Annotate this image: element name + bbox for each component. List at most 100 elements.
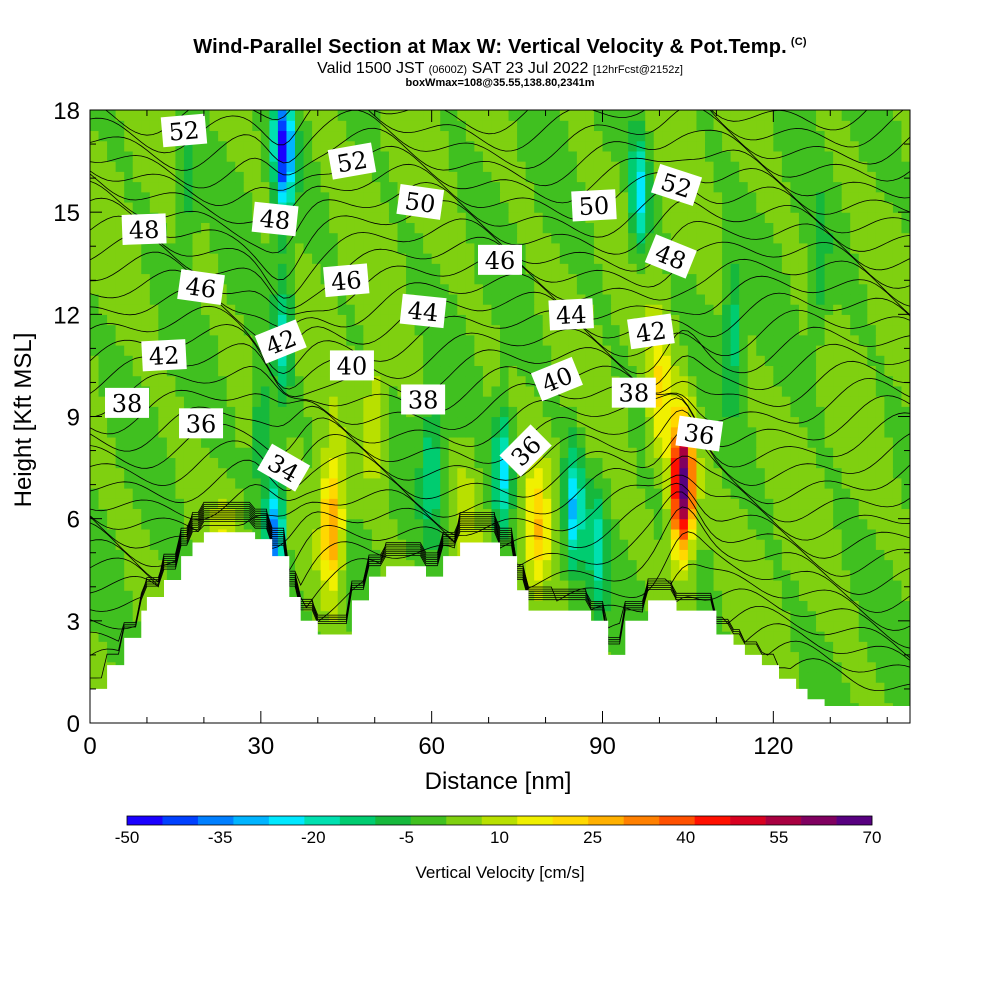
isentrope-label-box bbox=[323, 263, 370, 298]
isentrope-label-box bbox=[650, 163, 703, 206]
y-tick-label: 12 bbox=[53, 302, 80, 329]
x-tick-label: 30 bbox=[247, 733, 274, 760]
isentrope-label: 46 bbox=[478, 244, 522, 275]
isentrope-line bbox=[90, 512, 910, 649]
colorbar-swatch bbox=[127, 816, 163, 825]
isentrope-label-box bbox=[251, 201, 299, 237]
isentrope-label-box bbox=[254, 319, 307, 364]
isentrope-label-box bbox=[121, 213, 167, 245]
colorbar-swatch bbox=[304, 816, 341, 825]
copyright-mark: (C) bbox=[790, 36, 807, 49]
isentrope-label-text: 52 bbox=[335, 146, 370, 179]
isentrope-label-text: 38 bbox=[619, 380, 650, 408]
y-tick-label: 0 bbox=[67, 711, 80, 738]
colorbar-tick-label: 55 bbox=[769, 828, 788, 847]
isentrope-label: 42 bbox=[627, 313, 675, 350]
colorbar-swatch bbox=[836, 816, 873, 825]
colorbar-swatch bbox=[339, 816, 376, 825]
isentrope-line bbox=[90, 491, 910, 577]
y-tick-label: 9 bbox=[67, 405, 80, 432]
isentrope-line bbox=[90, 145, 910, 206]
isentrope-line bbox=[90, 514, 910, 659]
x-tick-label: 60 bbox=[418, 733, 445, 760]
colorbar-swatch bbox=[588, 816, 624, 825]
colorbar-frame bbox=[126, 815, 873, 826]
isentrope-label-text: 42 bbox=[148, 341, 180, 371]
isentrope-line bbox=[90, 377, 910, 435]
isentrope-line bbox=[90, 430, 910, 505]
colorbar-tick-label: 25 bbox=[583, 828, 602, 847]
isentrope-label-box bbox=[530, 356, 583, 402]
isentrope-label-box bbox=[160, 113, 208, 148]
isentrope-label: 50 bbox=[396, 184, 445, 220]
isentrope-label-box bbox=[611, 377, 656, 408]
isentrope-label: 52 bbox=[327, 142, 377, 180]
isentrope-label: 46 bbox=[323, 263, 370, 298]
colorbar-swatch bbox=[233, 816, 270, 825]
x-axis-title: Distance [nm] bbox=[424, 768, 572, 795]
colorbar-swatch bbox=[162, 816, 199, 825]
colorbar-swatch bbox=[481, 816, 518, 825]
isentrope-label-text: 48 bbox=[128, 216, 160, 245]
isentrope-line bbox=[90, 110, 904, 154]
isentrope-label-text: 38 bbox=[408, 386, 439, 414]
valid-time-line: Valid 1500 JST (0600Z) SAT 23 Jul 2022 [… bbox=[0, 60, 1000, 78]
colorbar-tick-label: -50 bbox=[115, 828, 140, 847]
isentrope-label: 52 bbox=[160, 113, 208, 148]
isentrope-label: 38 bbox=[105, 387, 150, 418]
isentrope-label-box bbox=[257, 443, 311, 492]
isentrope-line bbox=[90, 180, 910, 254]
y-tick-label: 15 bbox=[53, 200, 80, 227]
isentrope-label-text: 52 bbox=[168, 116, 201, 147]
colorbar-tick-label: 10 bbox=[490, 828, 509, 847]
isentrope-label: 36 bbox=[179, 408, 224, 439]
isentrope-label: 40 bbox=[329, 350, 374, 381]
colorbar-tick-label: 40 bbox=[676, 828, 695, 847]
isentrope-label-box bbox=[548, 298, 594, 331]
isentrope-label: 48 bbox=[121, 213, 167, 245]
colorbar-swatch bbox=[552, 816, 589, 825]
isentrope-label-box bbox=[105, 387, 150, 418]
isentrope-label-text: 48 bbox=[258, 204, 291, 235]
isentrope-label: 52 bbox=[650, 163, 703, 206]
isentrope-line bbox=[90, 163, 910, 224]
colorbar-swatch bbox=[765, 816, 802, 825]
y-axis-title: Height [Kft MSL] bbox=[10, 332, 37, 508]
isentrope-label-text: 44 bbox=[406, 296, 439, 327]
isentrope-label-text: 36 bbox=[682, 419, 716, 451]
isentrope-label-text: 50 bbox=[403, 187, 437, 219]
isentrope-label-box bbox=[627, 313, 675, 350]
isentrope-label-text: 44 bbox=[555, 301, 587, 331]
isentropes bbox=[90, 110, 910, 691]
box-info: boxWmax=108@35.55,138.80,2341m bbox=[405, 77, 595, 89]
isentrope-label-text: 46 bbox=[485, 247, 516, 275]
colorbar-swatch bbox=[268, 816, 305, 825]
isentrope-label-text: 50 bbox=[578, 192, 610, 222]
isentrope-line bbox=[90, 324, 910, 390]
isentrope-line bbox=[90, 508, 910, 613]
isentrope-label: 44 bbox=[548, 298, 594, 331]
colorbar-swatch bbox=[375, 816, 412, 825]
colorbar-tick-label: -20 bbox=[301, 828, 326, 847]
isentrope-label-text: 46 bbox=[330, 266, 363, 297]
isentrope-line bbox=[90, 305, 910, 375]
isentrope-label: 46 bbox=[177, 269, 225, 306]
isentrope-line bbox=[90, 269, 910, 328]
x-tick-label: 120 bbox=[753, 733, 793, 760]
isentrope-label-box bbox=[571, 189, 617, 222]
colorbar-swatch bbox=[197, 816, 234, 825]
colorbar-swatch bbox=[623, 816, 660, 825]
colorbar-swatch bbox=[730, 816, 766, 825]
isentrope-line bbox=[90, 127, 910, 189]
isentrope-label-text: 42 bbox=[634, 316, 668, 348]
isentrope-line bbox=[90, 393, 910, 452]
colorbar-title: Vertical Velocity [cm/s] bbox=[415, 863, 585, 882]
isentrope-label-box bbox=[675, 415, 724, 452]
colorbar-tick-label: -5 bbox=[399, 828, 414, 847]
valid-utc: (0600Z) bbox=[428, 64, 468, 76]
chart-title: Wind-Parallel Section at Max W: Vertical… bbox=[0, 36, 1000, 59]
y-tick-label: 3 bbox=[67, 609, 80, 636]
isentrope-label-box bbox=[329, 350, 374, 381]
terrain-mask bbox=[90, 532, 910, 723]
